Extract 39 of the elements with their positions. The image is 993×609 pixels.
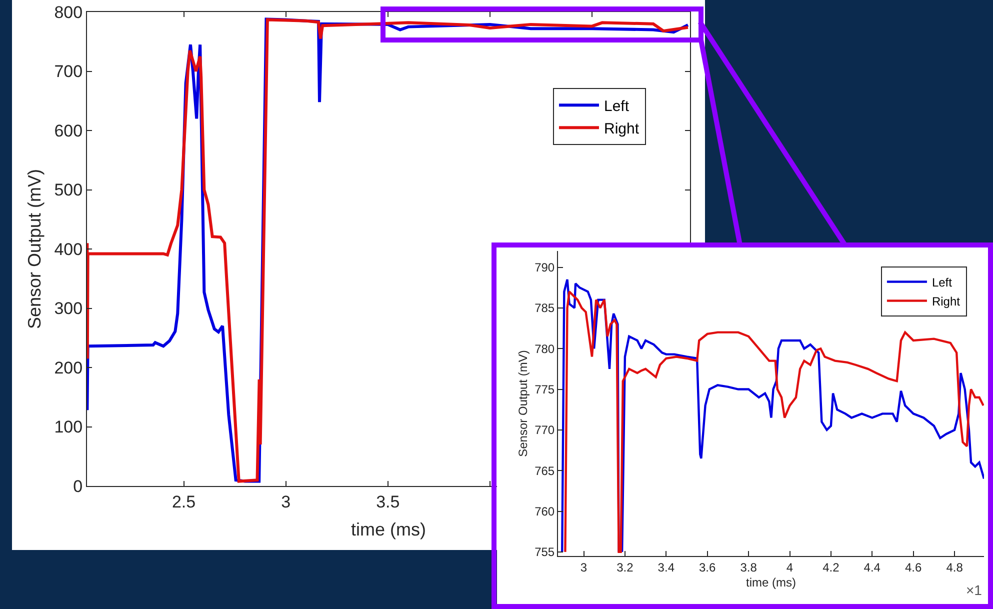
y-tick-label: 790 — [534, 260, 555, 274]
x-tick-label: 3 — [580, 560, 588, 574]
y-tick-label: 100 — [54, 418, 83, 437]
y-tick-label: 600 — [54, 121, 83, 140]
y-axis-title: Sensor Output (mV) — [516, 350, 530, 457]
x-tick-label: 2.5 — [172, 492, 196, 512]
y-tick-label: 400 — [54, 240, 83, 259]
x-tick-label: 3.2 — [616, 560, 634, 574]
x-tick-label: 4 — [786, 560, 794, 574]
y-tick-label: 500 — [54, 180, 83, 200]
y-tick-label: 775 — [534, 382, 555, 396]
x-axis-title: time (ms) — [351, 520, 426, 540]
y-tick-label: 800 — [54, 2, 83, 22]
x-tick-label: 3 — [281, 492, 291, 512]
y-tick-label: 0 — [73, 476, 83, 496]
x-tick-label: 4.4 — [864, 560, 881, 574]
y-tick-label: 770 — [534, 423, 555, 438]
y-tick-label: 755 — [534, 545, 555, 560]
x-tick-label: 4.2 — [822, 560, 840, 574]
y-tick-label: 300 — [54, 299, 83, 318]
x-tick-label: 4.6 — [904, 560, 922, 574]
y-tick-label: 765 — [534, 464, 555, 478]
legend-label: Right — [604, 120, 640, 138]
legend-label: Right — [932, 294, 961, 308]
y-axis-title: Sensor Output (mV) — [24, 168, 44, 330]
x-tick-label: 3.6 — [699, 560, 716, 574]
y-tick-label: 200 — [54, 358, 83, 378]
x-tick-label: 4.8 — [946, 560, 964, 574]
x-axis-title: time (ms) — [746, 575, 796, 590]
legend-label: Left — [932, 275, 953, 290]
x-tick-label: 3.5 — [376, 492, 400, 512]
legend-label: Left — [604, 98, 630, 115]
y-tick-label: 785 — [534, 301, 555, 316]
x-tick-label: 3.8 — [740, 560, 758, 574]
x-tick-label: 3.4 — [658, 560, 675, 574]
y-tick-label: 700 — [54, 62, 83, 82]
text: ×1 — [966, 582, 982, 598]
y-tick-label: 760 — [534, 504, 555, 518]
y-tick-label: 780 — [534, 342, 555, 356]
